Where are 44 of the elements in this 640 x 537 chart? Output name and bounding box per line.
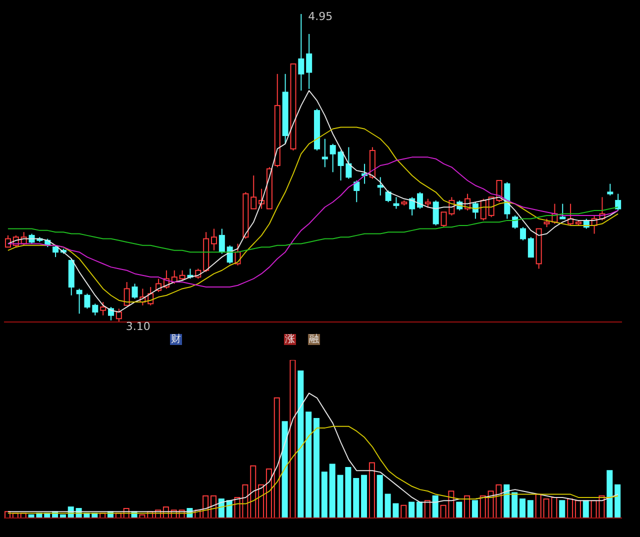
bar	[250, 465, 256, 518]
candlestick	[306, 33, 312, 90]
bar	[432, 495, 438, 518]
bar	[520, 498, 526, 518]
bar	[512, 492, 518, 518]
bar	[368, 462, 375, 518]
bar	[472, 500, 478, 518]
bar	[376, 474, 383, 518]
bar	[416, 502, 422, 518]
bar	[424, 500, 430, 518]
candlestick	[298, 14, 304, 92]
bar	[274, 397, 280, 518]
bar	[582, 500, 589, 518]
text: 涨	[284, 334, 296, 345]
bar	[535, 494, 542, 518]
bar	[480, 495, 486, 518]
bar	[400, 504, 407, 518]
bar	[574, 500, 581, 518]
bar	[504, 484, 510, 518]
text: 融	[308, 334, 320, 345]
candlestick	[322, 138, 328, 168]
bar	[614, 484, 621, 518]
bar	[266, 468, 272, 518]
bar	[298, 370, 304, 518]
bar	[282, 421, 288, 518]
bar	[258, 484, 264, 518]
bar	[408, 502, 415, 518]
bar	[456, 502, 462, 518]
bar	[321, 472, 328, 518]
annotation: 3.10	[126, 320, 150, 333]
bar	[606, 470, 613, 518]
bar	[353, 478, 360, 518]
bar	[306, 412, 312, 518]
bar	[567, 498, 574, 518]
candlestick	[393, 196, 400, 210]
annotation: 4.95	[308, 10, 333, 23]
bar	[464, 495, 470, 518]
bar	[314, 418, 320, 518]
bar	[290, 360, 296, 518]
bar	[527, 500, 534, 518]
text: 财	[170, 334, 182, 345]
bar	[361, 474, 368, 518]
bar	[559, 500, 566, 518]
bar	[329, 464, 336, 518]
